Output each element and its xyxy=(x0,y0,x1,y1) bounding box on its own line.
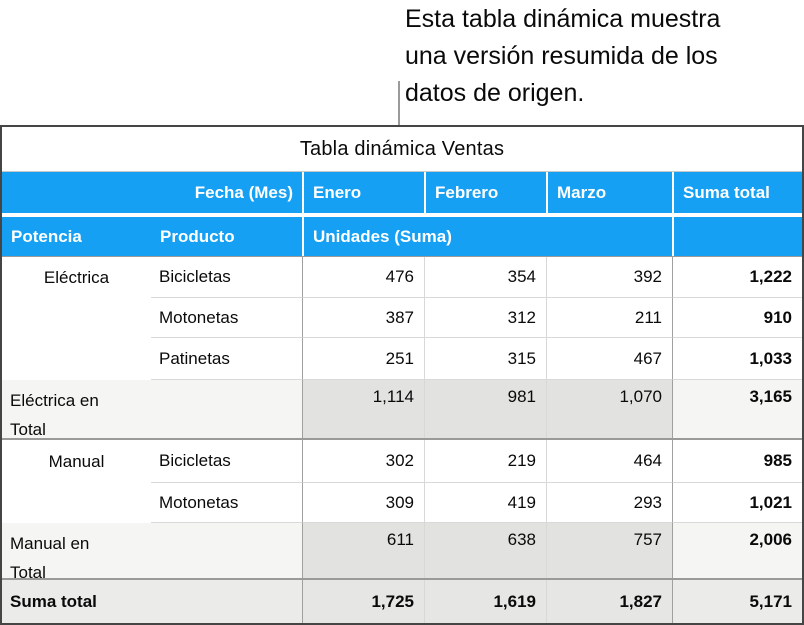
grand-total-row: Suma total 1,725 1,619 1,827 5,171 xyxy=(2,580,802,623)
cell-unidades-suma-label[interactable]: Unidades (Suma) xyxy=(302,217,672,256)
cell-header-febrero[interactable]: Febrero xyxy=(424,172,546,213)
cell-producto-label[interactable]: Producto xyxy=(151,217,302,256)
cell-febrero-subtotal[interactable]: 981 xyxy=(424,380,546,438)
cell-row-total[interactable]: 1,033 xyxy=(672,338,802,380)
cell-enero-subtotal[interactable]: 1,114 xyxy=(302,380,424,438)
callout-annotation: Esta tabla dinámica muestra una versión … xyxy=(405,1,720,112)
cell-product[interactable]: Motonetas xyxy=(151,298,302,338)
cell-enero-value[interactable]: 476 xyxy=(302,257,424,298)
cell-group-empty[interactable] xyxy=(2,483,151,523)
cell-group-empty[interactable] xyxy=(2,298,151,338)
cell-subtotal-label[interactable]: Manual en Total xyxy=(2,523,302,578)
cell-group-manual[interactable]: Manual xyxy=(48,451,105,471)
cell-group-empty[interactable] xyxy=(2,338,151,380)
cell-grand-total-label[interactable]: Suma total xyxy=(2,580,302,623)
column-header-row: Fecha (Mes) Enero Febrero Marzo Suma tot… xyxy=(2,172,802,213)
cell-febrero-value[interactable]: 219 xyxy=(424,440,546,483)
table-title-row: Tabla dinámica Ventas xyxy=(2,127,802,172)
cell-header-enero[interactable]: Enero xyxy=(302,172,424,213)
cell-enero-value[interactable]: 302 xyxy=(302,440,424,483)
callout-line-2: una versión resumida de los xyxy=(405,42,718,70)
cell-subtotal-total[interactable]: 2,006 xyxy=(672,523,802,578)
cell-marzo-subtotal[interactable]: 1,070 xyxy=(546,380,672,438)
callout-line-3: datos de origen. xyxy=(405,79,585,107)
cell-marzo-value[interactable]: 211 xyxy=(546,298,672,338)
cell-febrero-value[interactable]: 419 xyxy=(424,483,546,523)
cell-enero-subtotal[interactable]: 611 xyxy=(302,523,424,578)
cell-febrero-value[interactable]: 354 xyxy=(424,257,546,298)
cell-enero-value[interactable]: 387 xyxy=(302,298,424,338)
table-row: Motonetas 309 419 293 1,021 xyxy=(2,483,802,523)
cell-febrero-grand-total[interactable]: 1,619 xyxy=(424,580,546,623)
cell-potencia-label[interactable]: Potencia xyxy=(2,217,151,256)
header-row-gap xyxy=(2,213,802,217)
cell-product[interactable]: Patinetas xyxy=(151,338,302,380)
subtotal-row-manual: Manual en Total 611 638 757 2,006 xyxy=(2,523,802,580)
cell-marzo-grand-total[interactable]: 1,827 xyxy=(546,580,672,623)
table-row: Patinetas 251 315 467 1,033 xyxy=(2,338,802,380)
table-row: Eléctrica Bicicletas 476 354 392 1,222 xyxy=(2,257,802,298)
cell-header-suma-total[interactable]: Suma total xyxy=(672,172,802,213)
cell-marzo-value[interactable]: 464 xyxy=(546,440,672,483)
table-title[interactable]: Tabla dinámica Ventas xyxy=(299,137,505,160)
cell-row-total[interactable]: 1,021 xyxy=(672,483,802,523)
cell-enero-grand-total[interactable]: 1,725 xyxy=(302,580,424,623)
cell-marzo-value[interactable]: 392 xyxy=(546,257,672,298)
cell-product[interactable]: Bicicletas xyxy=(151,257,302,298)
subtotal-row-electrica: Eléctrica en Total 1,114 981 1,070 3,165 xyxy=(2,380,802,440)
cell-marzo-value[interactable]: 293 xyxy=(546,483,672,523)
cell-enero-value[interactable]: 309 xyxy=(302,483,424,523)
cell-header-marzo[interactable]: Marzo xyxy=(546,172,672,213)
cell-row-total[interactable]: 985 xyxy=(672,440,802,483)
cell-product[interactable]: Motonetas xyxy=(151,483,302,523)
cell-subtotal-total[interactable]: 3,165 xyxy=(672,380,802,438)
cell-enero-value[interactable]: 251 xyxy=(302,338,424,380)
table-row: Manual Bicicletas 302 219 464 985 xyxy=(2,440,802,483)
cell-row-total[interactable]: 910 xyxy=(672,298,802,338)
cell-febrero-subtotal[interactable]: 638 xyxy=(424,523,546,578)
cell-febrero-value[interactable]: 312 xyxy=(424,298,546,338)
cell-febrero-value[interactable]: 315 xyxy=(424,338,546,380)
cell-marzo-subtotal[interactable]: 757 xyxy=(546,523,672,578)
pivot-table: Tabla dinámica Ventas Fecha (Mes) Enero … xyxy=(0,125,804,625)
cell-group-electrica[interactable]: Eléctrica xyxy=(43,267,110,287)
cell-header-empty[interactable] xyxy=(672,217,802,256)
callout-line-1: Esta tabla dinámica muestra xyxy=(405,5,721,33)
cell-subtotal-label[interactable]: Eléctrica en Total xyxy=(2,380,302,438)
cell-grand-total-value[interactable]: 5,171 xyxy=(672,580,802,623)
cell-fecha-mes-label[interactable]: Fecha (Mes) xyxy=(2,172,302,213)
cell-marzo-value[interactable]: 467 xyxy=(546,338,672,380)
cell-row-total[interactable]: 1,222 xyxy=(672,257,802,298)
callout-leader-line xyxy=(398,81,400,126)
table-row: Motonetas 387 312 211 910 xyxy=(2,298,802,338)
field-header-row: Potencia Producto Unidades (Suma) xyxy=(2,217,802,257)
cell-product[interactable]: Bicicletas xyxy=(151,440,302,483)
